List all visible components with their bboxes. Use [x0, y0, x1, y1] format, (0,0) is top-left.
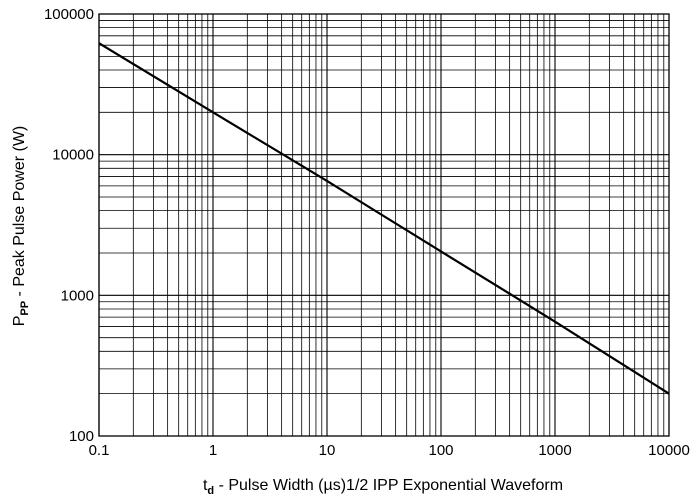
series-layer — [98, 42, 670, 395]
x-tick-label: 10000 — [648, 442, 690, 459]
x-tick-label: 0.1 — [89, 442, 110, 459]
y-axis-title: PPP - Peak Pulse Power (W) — [11, 126, 31, 327]
grid — [98, 14, 669, 437]
x-tick-label: 1 — [209, 442, 217, 459]
y-tick-label: 1000 — [61, 287, 94, 304]
x-axis-title-rest: - Pulse Width (µs)1/2 IPP Exponential Wa… — [214, 477, 563, 494]
y-axis-title-main: P — [11, 316, 28, 327]
plot-frame — [98, 13, 670, 437]
y-tick-label: 100000 — [44, 6, 94, 23]
y-axis-title-rest: - Peak Pulse Power (W) — [11, 126, 28, 301]
y-tick-label: 100 — [69, 428, 94, 445]
x-axis-title-subscript: d — [207, 485, 214, 497]
x-tick-labels: 0.1 1 10 100 1000 10000 — [89, 442, 690, 459]
x-tick-label: 1000 — [538, 442, 571, 459]
x-tick-label: 10 — [319, 442, 336, 459]
x-axis-title: td - Pulse Width (µs)1/2 IPP Exponential… — [203, 477, 563, 497]
series-line-0 — [98, 42, 670, 395]
y-tick-labels: 100 1000 10000 100000 — [44, 6, 94, 445]
x-axis-title-main: t — [203, 477, 208, 494]
y-tick-label: 10000 — [52, 147, 94, 164]
y-axis-title-subscript: PP — [19, 301, 31, 316]
x-tick-label: 100 — [428, 442, 453, 459]
